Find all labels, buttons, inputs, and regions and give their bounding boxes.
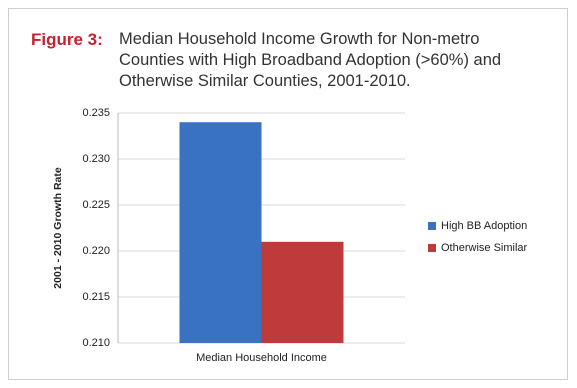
- title-block: Figure 3: Median Household Income Growth…: [31, 29, 561, 90]
- y-tick-label: 0.235: [82, 107, 110, 119]
- chart-title: Median Household Income Growth for Non-m…: [119, 30, 502, 90]
- legend-label: High BB Adoption: [441, 220, 527, 232]
- y-tick-label: 0.210: [82, 337, 110, 349]
- y-tick-label: 0.220: [82, 245, 110, 257]
- y-tick-label: 0.225: [82, 199, 110, 211]
- legend-swatch: [428, 244, 436, 252]
- y-axis-label: 2001 - 2010 Growth Rate: [52, 167, 64, 289]
- y-tick-label: 0.230: [82, 153, 110, 165]
- x-tick-label: Median Household Income: [196, 352, 327, 364]
- figure-label: Figure 3:: [31, 30, 103, 49]
- y-tick-label: 0.215: [82, 291, 110, 303]
- legend-swatch: [428, 222, 436, 230]
- bar: [179, 122, 262, 343]
- bar: [261, 241, 344, 343]
- legend-label: Otherwise Similar: [441, 242, 528, 254]
